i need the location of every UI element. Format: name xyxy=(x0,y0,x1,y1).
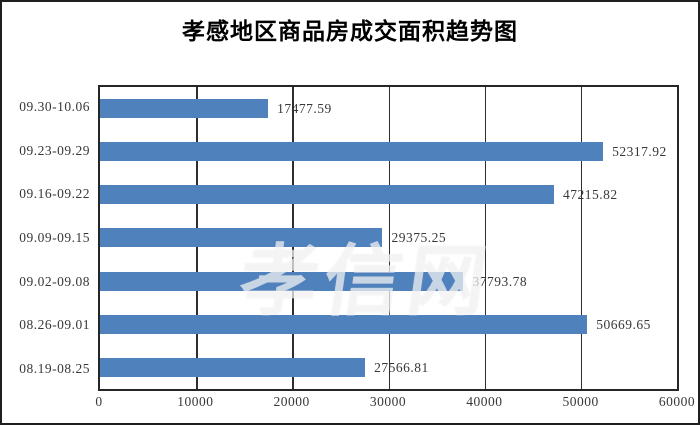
bar-row: 52317.92 xyxy=(100,130,677,173)
bar-row: 29375.25 xyxy=(100,216,677,259)
x-tick-label: 60000 xyxy=(658,394,696,409)
bar-row: 17477.59 xyxy=(100,87,677,130)
bar xyxy=(100,185,555,205)
bar xyxy=(100,271,464,291)
bar xyxy=(100,314,588,334)
category-label: 09.02-09.08 xyxy=(19,273,90,289)
x-tick-label: 40000 xyxy=(466,394,503,409)
plot-area: 17477.59 52317.92 47215.82 29375.25 37793.78… xyxy=(98,85,679,391)
category-label: 09.30-10.06 xyxy=(19,98,90,114)
category-label: 08.26-09.01 xyxy=(19,317,90,333)
bar-value-label: 47215.82 xyxy=(563,187,618,203)
category-label: 09.23-09.29 xyxy=(19,142,90,158)
bar-value-label: 27566.81 xyxy=(374,359,429,375)
bar xyxy=(100,99,269,118)
category-label: 08.19-08.25 xyxy=(19,361,90,377)
x-tick-label: 10000 xyxy=(177,394,214,409)
bar-value-label: 52317.92 xyxy=(612,144,667,160)
bar-row: 50669.65 xyxy=(100,303,677,346)
y-axis-labels: 09.30-10.06 09.23-09.29 09.16-09.22 09.09-0… xyxy=(2,85,90,391)
bar-value-label: 50669.65 xyxy=(596,316,651,332)
category-label: 09.09-09.15 xyxy=(19,229,90,245)
bar-row: 37793.78 xyxy=(100,260,677,303)
bar xyxy=(100,142,604,162)
bar xyxy=(100,357,366,377)
bar-value-label: 37793.78 xyxy=(472,273,528,289)
bar-value-label: 17477.59 xyxy=(277,101,332,116)
x-tick-label: 30000 xyxy=(369,394,407,409)
bar-row: 27566.81 xyxy=(100,346,677,389)
x-tick-label: 50000 xyxy=(562,394,599,409)
bar xyxy=(100,228,383,248)
gridline xyxy=(388,87,390,389)
bar-value-label: 29375.25 xyxy=(391,230,447,246)
bars-layer: 17477.59 52317.92 47215.82 29375.25 37793.78… xyxy=(100,87,677,389)
x-tick-label: 20000 xyxy=(273,394,310,409)
category-label: 09.16-09.22 xyxy=(19,186,90,202)
chart-title: 孝感地区商品房成交面积趋势图 xyxy=(182,19,518,45)
gridline xyxy=(580,87,583,389)
x-axis-labels: 0 10000 20000 30000 40000 50000 60000 xyxy=(2,394,698,414)
bar-row: 47215.82 xyxy=(100,173,677,216)
x-tick-label: 0 xyxy=(95,394,103,409)
gridline xyxy=(484,87,487,389)
